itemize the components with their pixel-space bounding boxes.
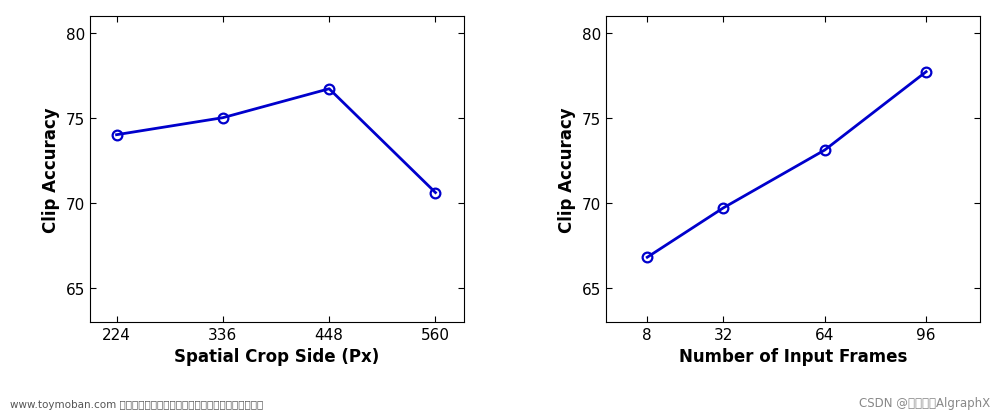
Y-axis label: Clip Accuracy: Clip Accuracy — [42, 107, 60, 232]
Text: www.toymoban.com 网络图片仅供展示，非存储，如有侵权请联系删除。: www.toymoban.com 网络图片仅供展示，非存储，如有侵权请联系删除。 — [10, 399, 263, 409]
X-axis label: Number of Input Frames: Number of Input Frames — [679, 347, 907, 366]
Y-axis label: Clip Accuracy: Clip Accuracy — [558, 107, 576, 232]
Text: CSDN @深圳季连AlgraphX: CSDN @深圳季连AlgraphX — [859, 396, 990, 409]
X-axis label: Spatial Crop Side (Px): Spatial Crop Side (Px) — [174, 347, 380, 366]
